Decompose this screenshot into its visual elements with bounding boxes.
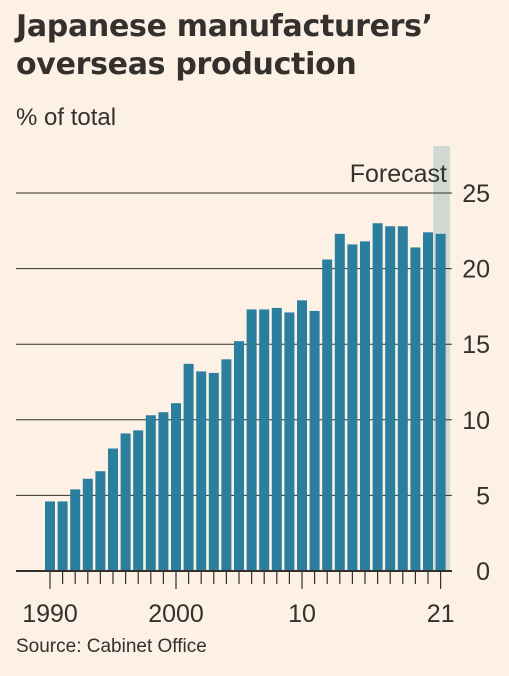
x-tick-label: 10 — [288, 600, 316, 628]
bar — [183, 363, 194, 571]
bar — [322, 259, 333, 571]
y-tick-label: 0 — [476, 558, 490, 586]
bar — [284, 312, 295, 571]
bar — [360, 241, 370, 571]
bar — [397, 226, 408, 571]
source-note: Source: Cabinet Office — [16, 636, 207, 657]
chart-subtitle: % of total — [16, 104, 117, 131]
bars — [45, 223, 446, 572]
y-tick-label: 10 — [462, 407, 490, 435]
bar — [95, 471, 106, 571]
chart-title: Japanese manufacturers’ overseas product… — [16, 9, 433, 82]
bar — [246, 309, 257, 571]
x-tick-label: 1990 — [22, 600, 78, 628]
bar — [334, 233, 345, 571]
y-tick-label: 5 — [476, 482, 490, 510]
bar — [82, 478, 93, 571]
x-tick-label: 21 — [427, 600, 455, 628]
x-axis — [16, 570, 452, 589]
y-tick-label: 25 — [462, 180, 490, 208]
bar — [45, 501, 55, 571]
bar — [221, 359, 232, 571]
bar — [372, 223, 383, 572]
bar — [171, 403, 181, 571]
bar — [133, 430, 144, 571]
bar — [297, 300, 307, 571]
bar — [158, 412, 169, 571]
bar — [423, 232, 433, 571]
bar — [347, 244, 358, 571]
y-tick-label: 15 — [462, 331, 490, 359]
y-tick-label: 20 — [462, 256, 490, 284]
bar — [70, 489, 81, 571]
bar — [410, 247, 421, 571]
bar — [234, 341, 244, 571]
bar — [208, 372, 219, 571]
tick-labels: Forecast 0 5 10 15 20 25 1990 2000 10 21 — [22, 160, 490, 628]
x-tick-label: 2000 — [148, 600, 204, 628]
forecast-annotation: Forecast — [350, 160, 447, 188]
bar — [57, 501, 68, 571]
bar — [435, 233, 446, 571]
bar — [259, 309, 270, 571]
bar — [108, 448, 118, 571]
bar — [309, 310, 320, 571]
bar — [385, 226, 396, 571]
bar — [120, 433, 131, 571]
bar — [196, 371, 207, 571]
bar — [271, 307, 282, 571]
bar — [145, 415, 156, 571]
